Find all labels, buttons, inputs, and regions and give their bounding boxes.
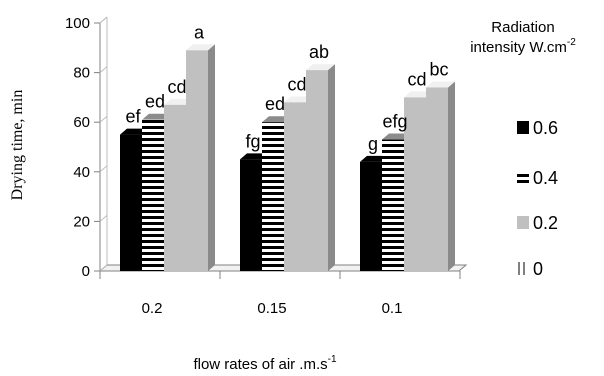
y-tick-label: 0 (82, 263, 90, 280)
bar-front (240, 159, 262, 271)
bar-front (186, 50, 208, 271)
bar-side (448, 81, 455, 271)
bar-top (262, 116, 291, 123)
data-label: fg (245, 131, 260, 151)
legend-label: 0.4 (533, 168, 558, 188)
legend-swatch (517, 171, 529, 184)
y-tick-diagonal (99, 165, 108, 173)
x-axis-label-superscript: -1 (328, 354, 337, 365)
bar-front (142, 119, 164, 271)
bar (186, 44, 215, 271)
data-label: ab (309, 42, 329, 62)
bar-front (426, 87, 448, 271)
data-label: a (194, 22, 205, 42)
legend-title-line2-text: intensity W.cm (470, 39, 567, 56)
bar-top (120, 128, 149, 135)
legend-swatch (517, 216, 529, 229)
x-axis-label: flow rates of air .m.s-1 (193, 354, 337, 373)
bar (306, 64, 335, 272)
x-tick-label: 0.2 (142, 300, 163, 317)
data-label: cd (407, 69, 426, 89)
data-labels: ef fg g ed ed efg cd cd cd a ab bc (125, 22, 448, 154)
data-label: efg (382, 112, 407, 132)
y-tick-diagonal (99, 16, 108, 24)
y-tick-label: 100 (65, 15, 90, 32)
data-label: cd (287, 74, 306, 94)
legend-swatch (518, 262, 520, 275)
bar-top (186, 44, 215, 51)
data-label: ed (145, 92, 165, 112)
bar-top (382, 133, 411, 140)
y-axis-label: Drying time, min (9, 90, 26, 201)
legend-swatch (517, 121, 529, 134)
bar-front (306, 70, 328, 272)
bar-top (284, 96, 313, 103)
legend-title-line2: intensity W.cm-2 (470, 37, 576, 56)
y-tick-label: 80 (73, 65, 90, 82)
bar-side (208, 44, 215, 271)
y-tick-diagonal (99, 66, 108, 73)
bar-top (164, 98, 193, 105)
bar (426, 81, 455, 271)
bar-front (262, 122, 284, 271)
bars (120, 44, 455, 272)
bar-top (404, 91, 433, 98)
bar-top (142, 113, 171, 120)
bar-front (360, 161, 382, 271)
bar-front (284, 102, 306, 271)
legend-label: 0.6 (533, 118, 558, 138)
bar-top (360, 155, 389, 162)
legend-label: 0.2 (533, 213, 558, 233)
y-tick-label: 40 (73, 164, 90, 181)
y-tick-label: 60 (73, 114, 90, 131)
data-label: ef (125, 107, 141, 127)
y-tick-diagonal (99, 115, 108, 123)
y-tick-diagonal (99, 264, 108, 272)
data-label: bc (429, 59, 448, 79)
x-tick-label: 0.15 (257, 300, 286, 317)
y-tick-diagonal (99, 215, 108, 222)
bar-front (404, 97, 426, 272)
legend-title-line1: Radiation (491, 19, 554, 36)
legend: Radiation intensity W.cm-2 0.6 0.4 0.2 0 (470, 19, 576, 279)
x-axis-label-text: flow rates of air .m.s (193, 356, 327, 373)
bar-top (306, 64, 335, 71)
data-label: cd (167, 77, 186, 97)
bar-front (164, 104, 186, 271)
y-tick-label: 20 (73, 213, 90, 230)
data-label: g (368, 134, 378, 154)
legend-label: 0 (533, 259, 543, 279)
bar-top (240, 153, 269, 160)
bar-front (382, 139, 404, 271)
x-tick-label: 0.1 (382, 300, 403, 317)
bar-front (120, 134, 142, 271)
bar-top (426, 81, 455, 88)
bar-side (328, 64, 335, 272)
legend-title-superscript: -2 (567, 37, 576, 48)
data-label: ed (265, 94, 285, 114)
legend-swatch (523, 262, 525, 275)
